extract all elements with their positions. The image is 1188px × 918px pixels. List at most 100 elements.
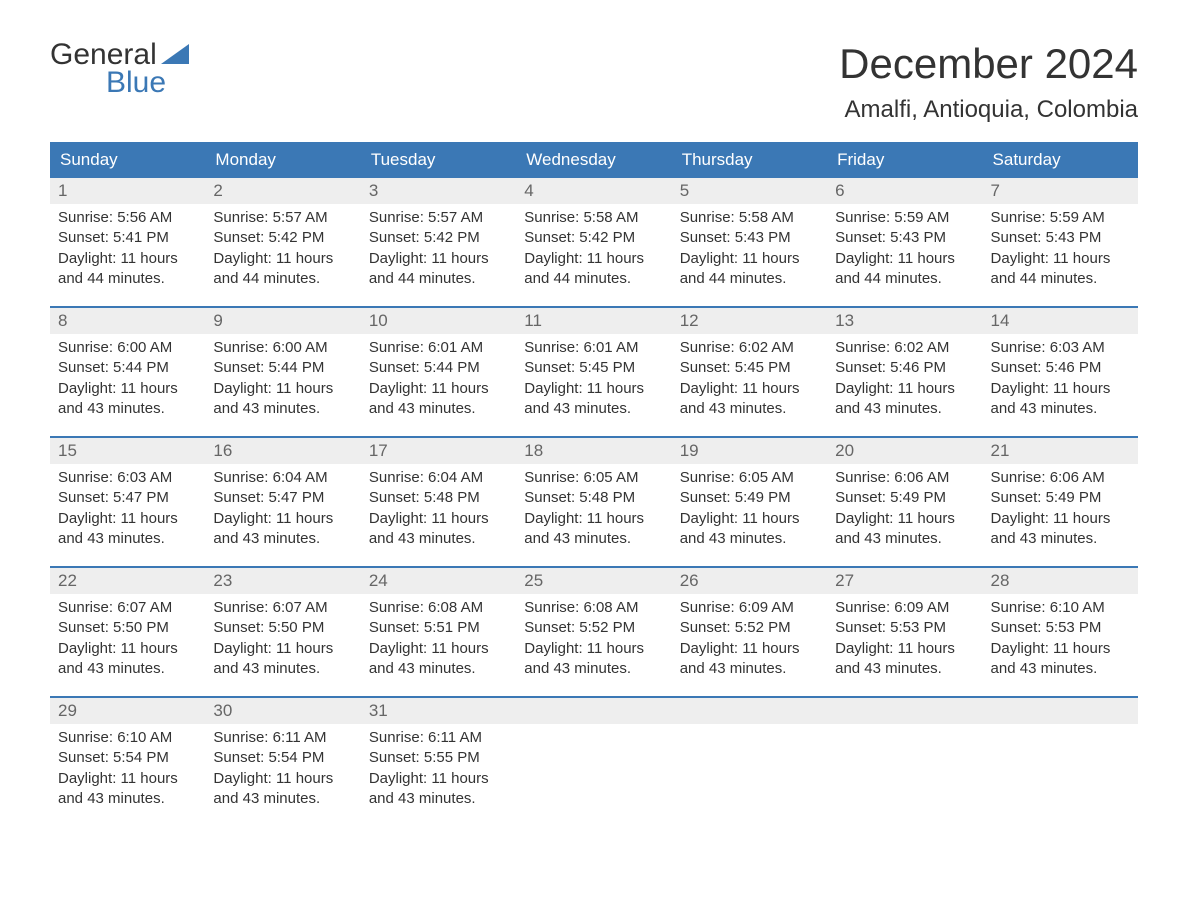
daylight-text: and 43 minutes. [524,659,663,679]
daylight-text: and 43 minutes. [680,399,819,419]
day-number: 31 [361,698,516,724]
calendar-day: 10Sunrise: 6:01 AMSunset: 5:44 PMDayligh… [361,308,516,436]
daylight-text: and 43 minutes. [524,399,663,419]
daylight-text: and 43 minutes. [991,529,1130,549]
daylight-text: and 44 minutes. [58,269,197,289]
daylight-text: Daylight: 11 hours [213,379,352,399]
day-content: Sunrise: 6:05 AMSunset: 5:48 PMDaylight:… [516,464,671,559]
sunset-text: Sunset: 5:50 PM [58,618,197,638]
daylight-text: and 43 minutes. [213,529,352,549]
calendar-day: 24Sunrise: 6:08 AMSunset: 5:51 PMDayligh… [361,568,516,696]
week-row: 15Sunrise: 6:03 AMSunset: 5:47 PMDayligh… [50,436,1138,566]
sunset-text: Sunset: 5:51 PM [369,618,508,638]
calendar-day: 23Sunrise: 6:07 AMSunset: 5:50 PMDayligh… [205,568,360,696]
day-content: Sunrise: 6:02 AMSunset: 5:45 PMDaylight:… [672,334,827,429]
day-number: 24 [361,568,516,594]
sunset-text: Sunset: 5:44 PM [213,358,352,378]
day-number: 3 [361,178,516,204]
daylight-text: and 43 minutes. [991,659,1130,679]
day-header: Wednesday [516,142,671,178]
sunrise-text: Sunrise: 6:00 AM [58,338,197,358]
daylight-text: Daylight: 11 hours [369,379,508,399]
sunset-text: Sunset: 5:50 PM [213,618,352,638]
daylight-text: Daylight: 11 hours [213,639,352,659]
daylight-text: Daylight: 11 hours [524,379,663,399]
calendar-day: 31Sunrise: 6:11 AMSunset: 5:55 PMDayligh… [361,698,516,826]
sunset-text: Sunset: 5:54 PM [58,748,197,768]
calendar-day: 8Sunrise: 6:00 AMSunset: 5:44 PMDaylight… [50,308,205,436]
daylight-text: Daylight: 11 hours [369,639,508,659]
calendar-day: 11Sunrise: 6:01 AMSunset: 5:45 PMDayligh… [516,308,671,436]
daylight-text: and 43 minutes. [369,659,508,679]
daylight-text: and 44 minutes. [213,269,352,289]
day-content: Sunrise: 5:56 AMSunset: 5:41 PMDaylight:… [50,204,205,299]
day-number: . [516,698,671,724]
sunrise-text: Sunrise: 5:56 AM [58,208,197,228]
daylight-text: and 44 minutes. [524,269,663,289]
sunset-text: Sunset: 5:49 PM [991,488,1130,508]
sunrise-text: Sunrise: 6:06 AM [835,468,974,488]
calendar-day: 13Sunrise: 6:02 AMSunset: 5:46 PMDayligh… [827,308,982,436]
daylight-text: and 43 minutes. [991,399,1130,419]
sunset-text: Sunset: 5:53 PM [835,618,974,638]
day-content: Sunrise: 6:01 AMSunset: 5:44 PMDaylight:… [361,334,516,429]
sunset-text: Sunset: 5:42 PM [369,228,508,248]
day-content: Sunrise: 6:00 AMSunset: 5:44 PMDaylight:… [205,334,360,429]
daylight-text: Daylight: 11 hours [58,769,197,789]
logo: General Blue [50,40,189,98]
day-number: 21 [983,438,1138,464]
calendar-day: 29Sunrise: 6:10 AMSunset: 5:54 PMDayligh… [50,698,205,826]
daylight-text: Daylight: 11 hours [680,379,819,399]
sunset-text: Sunset: 5:49 PM [835,488,974,508]
sunrise-text: Sunrise: 6:03 AM [58,468,197,488]
calendar: SundayMondayTuesdayWednesdayThursdayFrid… [50,142,1138,826]
sunrise-text: Sunrise: 5:57 AM [369,208,508,228]
day-content: Sunrise: 6:01 AMSunset: 5:45 PMDaylight:… [516,334,671,429]
calendar-day: 7Sunrise: 5:59 AMSunset: 5:43 PMDaylight… [983,178,1138,306]
day-header: Monday [205,142,360,178]
calendar-day: . [516,698,671,826]
sunset-text: Sunset: 5:42 PM [213,228,352,248]
day-content: Sunrise: 6:10 AMSunset: 5:53 PMDaylight:… [983,594,1138,689]
sunset-text: Sunset: 5:55 PM [369,748,508,768]
day-number: 19 [672,438,827,464]
sunset-text: Sunset: 5:44 PM [369,358,508,378]
calendar-day: . [983,698,1138,826]
daylight-text: Daylight: 11 hours [835,379,974,399]
day-number: 5 [672,178,827,204]
week-row: 22Sunrise: 6:07 AMSunset: 5:50 PMDayligh… [50,566,1138,696]
sunset-text: Sunset: 5:47 PM [213,488,352,508]
daylight-text: Daylight: 11 hours [991,509,1130,529]
sunrise-text: Sunrise: 6:04 AM [213,468,352,488]
location: Amalfi, Antioquia, Colombia [839,96,1138,124]
daylight-text: Daylight: 11 hours [524,509,663,529]
day-number: . [672,698,827,724]
day-content: Sunrise: 6:07 AMSunset: 5:50 PMDaylight:… [205,594,360,689]
day-content: Sunrise: 6:05 AMSunset: 5:49 PMDaylight:… [672,464,827,559]
header: General Blue December 2024 Amalfi, Antio… [50,40,1138,124]
sunrise-text: Sunrise: 6:11 AM [213,728,352,748]
sunset-text: Sunset: 5:48 PM [524,488,663,508]
day-content: Sunrise: 6:06 AMSunset: 5:49 PMDaylight:… [827,464,982,559]
sunset-text: Sunset: 5:42 PM [524,228,663,248]
calendar-day: 4Sunrise: 5:58 AMSunset: 5:42 PMDaylight… [516,178,671,306]
day-number: 16 [205,438,360,464]
day-number: 25 [516,568,671,594]
sunrise-text: Sunrise: 6:10 AM [58,728,197,748]
daylight-text: Daylight: 11 hours [524,639,663,659]
calendar-day: 30Sunrise: 6:11 AMSunset: 5:54 PMDayligh… [205,698,360,826]
sunset-text: Sunset: 5:49 PM [680,488,819,508]
day-number: 8 [50,308,205,334]
sunset-text: Sunset: 5:54 PM [213,748,352,768]
calendar-day: 25Sunrise: 6:08 AMSunset: 5:52 PMDayligh… [516,568,671,696]
day-number: 7 [983,178,1138,204]
daylight-text: Daylight: 11 hours [58,249,197,269]
daylight-text: and 43 minutes. [369,529,508,549]
sunrise-text: Sunrise: 6:04 AM [369,468,508,488]
sunset-text: Sunset: 5:43 PM [835,228,974,248]
daylight-text: Daylight: 11 hours [369,509,508,529]
day-content: Sunrise: 6:03 AMSunset: 5:46 PMDaylight:… [983,334,1138,429]
daylight-text: Daylight: 11 hours [991,249,1130,269]
day-number: 30 [205,698,360,724]
sunrise-text: Sunrise: 6:10 AM [991,598,1130,618]
